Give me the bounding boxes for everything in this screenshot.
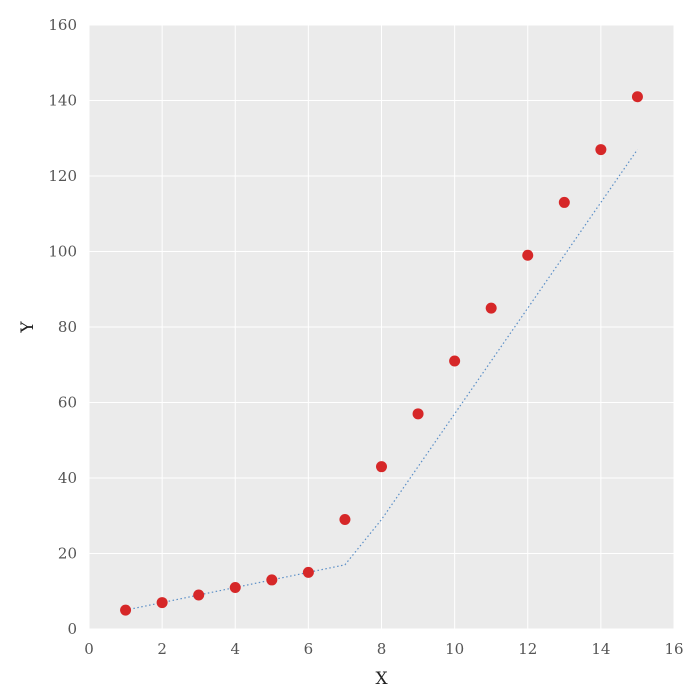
y-tick-label: 100 bbox=[48, 243, 77, 261]
scatter-point bbox=[229, 581, 241, 593]
scatter-point bbox=[522, 249, 534, 261]
y-tick-label: 60 bbox=[58, 394, 77, 412]
grid bbox=[88, 24, 675, 630]
x-tick-label: 0 bbox=[84, 640, 94, 658]
y-tick-label: 20 bbox=[58, 545, 77, 563]
scatter-point bbox=[156, 597, 168, 609]
y-tick-label: 80 bbox=[58, 318, 77, 336]
scatter-point bbox=[558, 196, 570, 208]
scatter-point bbox=[266, 574, 278, 586]
y-tick-label: 40 bbox=[58, 469, 77, 487]
scatter-point bbox=[485, 302, 497, 314]
scatter-point bbox=[376, 461, 387, 473]
x-tick-label: 8 bbox=[377, 640, 387, 658]
scatter-point bbox=[193, 589, 205, 601]
scatter-point bbox=[412, 408, 424, 420]
scatter-point bbox=[302, 566, 314, 578]
scatter-point bbox=[339, 514, 351, 526]
x-tick-label: 4 bbox=[230, 640, 240, 658]
y-tick-label: 160 bbox=[48, 16, 77, 34]
y-tick-label: 140 bbox=[48, 92, 77, 110]
y-tick-label: 120 bbox=[48, 167, 77, 185]
x-tick-label: 16 bbox=[664, 640, 683, 658]
x-tick-label: 10 bbox=[445, 640, 464, 658]
series-layer bbox=[120, 91, 643, 616]
scatter-point bbox=[120, 604, 132, 616]
x-tick-label: 14 bbox=[591, 640, 610, 658]
y-axis-title: Y bbox=[18, 321, 38, 334]
x-tick-label: 2 bbox=[157, 640, 167, 658]
y-tick-label: 0 bbox=[67, 620, 77, 638]
x-tick-label: 12 bbox=[518, 640, 537, 658]
x-tick-label: 6 bbox=[304, 640, 314, 658]
scatter-point bbox=[449, 355, 461, 367]
x-axis-title: X bbox=[375, 669, 388, 689]
scatter-point bbox=[595, 144, 607, 156]
scatter-point bbox=[631, 91, 643, 103]
